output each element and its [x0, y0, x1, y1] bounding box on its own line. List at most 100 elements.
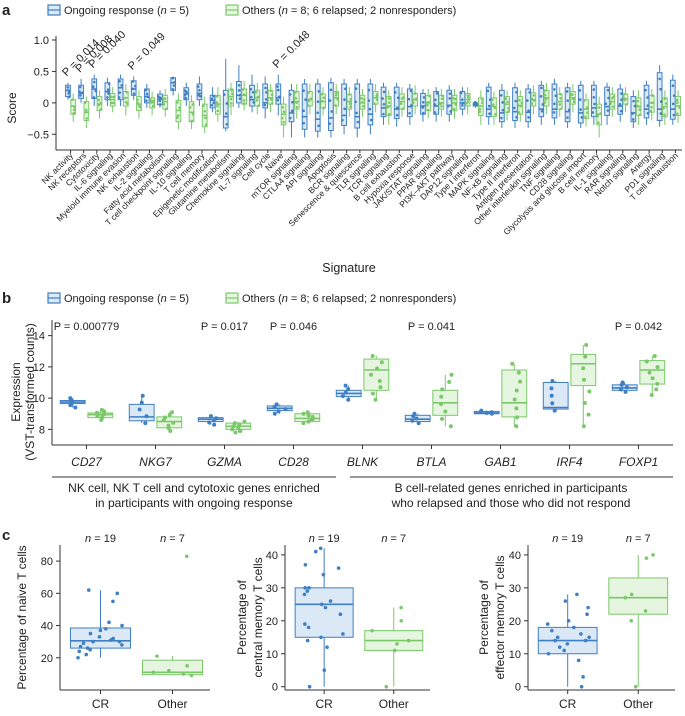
a-point-others: [215, 95, 219, 98]
panel-c-point: [104, 626, 108, 631]
a-point-ongoing: [396, 96, 400, 100]
a-point-others: [439, 102, 442, 106]
a-point-others: [281, 116, 284, 120]
a-point-others: [242, 102, 246, 105]
a-point-others: [401, 107, 405, 111]
a-point-others: [151, 99, 155, 103]
a-box-ongoing: [328, 77, 334, 138]
panel-c-point: [303, 586, 307, 590]
a-point-ongoing: [264, 86, 267, 90]
a-point-others: [611, 105, 615, 108]
a-point-others: [112, 95, 115, 99]
a-point-ongoing: [276, 98, 280, 102]
a-point-others: [558, 103, 562, 106]
a-point-ongoing: [486, 89, 490, 93]
a-box-others: [280, 96, 287, 138]
b-point-others: [514, 406, 519, 411]
a-point-others: [191, 103, 195, 106]
a-point-ongoing: [433, 103, 437, 106]
panel-c-point: [115, 591, 120, 596]
panel-b-gene-label: CD28: [278, 455, 309, 469]
a-point-ongoing: [302, 89, 305, 93]
a-point-others: [85, 117, 89, 120]
panel-c-point: [88, 631, 93, 636]
panel-c-ytick-label: 0: [515, 682, 521, 694]
panel-c-n-value: = 19: [91, 533, 116, 545]
b-point-ongoing: [208, 414, 213, 419]
panel-c-point: [120, 643, 124, 647]
panel-c-n-italic: n: [552, 533, 558, 545]
a-box-ongoing: [393, 82, 400, 127]
a-point-others: [72, 108, 76, 112]
a-point-ongoing: [304, 98, 307, 101]
panel-c-point: [644, 556, 649, 560]
panel-c-point: [88, 647, 92, 652]
a-box-ongoing-box: [669, 79, 676, 120]
a-point-ongoing: [252, 101, 255, 104]
a-point-ongoing: [264, 98, 268, 101]
b-point-others: [171, 420, 176, 425]
b-point-others: [582, 401, 587, 406]
a-point-others: [544, 97, 548, 101]
b-point-ongoing: [272, 411, 277, 416]
a-point-others: [599, 112, 602, 115]
a-point-others: [650, 105, 653, 109]
a-point-ongoing: [249, 95, 253, 99]
panel-c-point: [78, 644, 83, 649]
a-point-others: [270, 93, 274, 97]
a-point-others: [202, 104, 205, 108]
panel-b-pvalue: P = 0.000779: [54, 321, 120, 333]
a-point-ongoing: [93, 80, 96, 84]
panel-a-pvalue: P = 0.048: [271, 29, 313, 71]
a-point-others: [413, 92, 417, 95]
panel-c-ytick-label: 30: [509, 583, 521, 595]
panel-c-point: [545, 622, 550, 626]
panel-b-legend: Ongoing response (n = 5) Others (n = 8; …: [47, 292, 456, 305]
a-point-ongoing: [144, 99, 148, 103]
a-box-others: [175, 93, 182, 130]
panel-c-box-cr: [294, 548, 354, 687]
panel-b-gene-label: FOXP1: [619, 455, 658, 469]
a-point-ongoing: [369, 118, 373, 122]
panel-c-ylabel: central memory T cells: [251, 557, 265, 677]
a-box-ongoing: [157, 90, 163, 108]
a-point-ongoing: [183, 89, 187, 92]
panel-c-ylabel: Percentage of naive T cells: [15, 545, 29, 689]
a-point-ongoing: [276, 85, 279, 88]
a-box-ongoing: [617, 84, 624, 122]
a-box-ongoing: [380, 82, 387, 125]
panel-c-point: [303, 622, 307, 626]
a-point-others: [231, 92, 234, 96]
panel-c-n-italic: n: [381, 533, 387, 545]
a-point-others: [83, 101, 87, 105]
a-point-ongoing: [580, 116, 584, 119]
a-point-ongoing: [94, 89, 98, 93]
panel-c: c 20 40 60 80 Percentage of naive T cells CR n…: [2, 527, 675, 711]
panel-a-ytick-label: 1.0: [34, 35, 49, 47]
a-box-ongoing: [446, 85, 453, 122]
a-point-ongoing: [263, 103, 267, 107]
b-point-ongoing: [343, 390, 348, 395]
a-point-ongoing: [171, 76, 175, 80]
panel-c-point: [370, 628, 374, 633]
a-point-ongoing: [107, 82, 111, 85]
a-point-ongoing: [288, 116, 292, 120]
a-box-ongoing-box: [551, 83, 558, 119]
a-box-ongoing: [104, 77, 111, 106]
a-point-others: [190, 119, 194, 123]
a-point-ongoing: [249, 87, 253, 91]
a-point-ongoing: [604, 102, 607, 106]
a-box-ongoing: [498, 84, 505, 128]
b-point-others: [242, 419, 247, 424]
a-point-others: [386, 105, 390, 109]
a-point-others: [452, 96, 455, 100]
panel-c-point: [328, 599, 333, 603]
a-point-ongoing: [341, 118, 344, 122]
a-point-others: [504, 97, 508, 100]
b-point-others: [449, 372, 454, 377]
a-point-ongoing: [330, 110, 334, 113]
a-point-others: [650, 94, 654, 97]
b-point-others: [301, 411, 306, 416]
a-box-ongoing: [341, 78, 347, 135]
panel-c-point: [111, 599, 115, 604]
